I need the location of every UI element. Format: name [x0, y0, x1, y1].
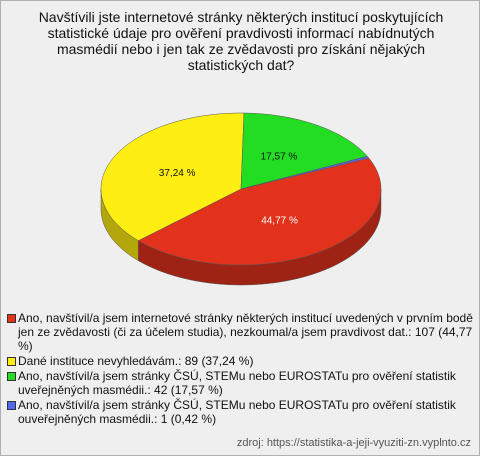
data-label: 37,24 % — [159, 168, 196, 179]
legend-swatch — [7, 401, 16, 410]
data-label: 44,77 % — [261, 215, 298, 226]
data-label: 17,57 % — [261, 152, 298, 163]
legend-swatch — [7, 357, 16, 366]
legend-item: Dané instituce nevyhledávám.: 89 (37,24 … — [7, 354, 473, 368]
legend-label: Ano, navštívil/a jsem stránky ČSÚ, STEMu… — [18, 398, 456, 426]
chart-title: Navštívili jste internetové stránky někt… — [38, 9, 444, 73]
slice — [137, 157, 382, 266]
source: zdroj: https://statistika-a-jeji-vyuziti… — [236, 437, 471, 449]
legend-label: Ano, navštívil/a jsem stránky ČSÚ, STEMu… — [18, 369, 456, 397]
legend: Ano, navštívil/a jsem internetové stránk… — [7, 311, 473, 427]
slice — [240, 112, 368, 190]
legend-label: Ano, navštívil/a jsem internetové stránk… — [18, 311, 473, 353]
slice — [100, 112, 245, 241]
legend-swatch — [7, 314, 16, 323]
legend-item: Ano, navštívil/a jsem internetové stránk… — [7, 311, 473, 353]
pie-area: 44,77 % 37,24 % 17,57 % — [100, 112, 382, 286]
legend-swatch — [7, 372, 16, 381]
legend-item: Ano, navštívil/a jsem stránky ČSÚ, STEMu… — [7, 398, 473, 426]
legend-label: Dané instituce nevyhledávám.: 89 (37,24 … — [18, 354, 254, 368]
slice — [240, 155, 370, 190]
legend-item: Ano, navštívil/a jsem stránky ČSÚ, STEMu… — [7, 369, 473, 397]
